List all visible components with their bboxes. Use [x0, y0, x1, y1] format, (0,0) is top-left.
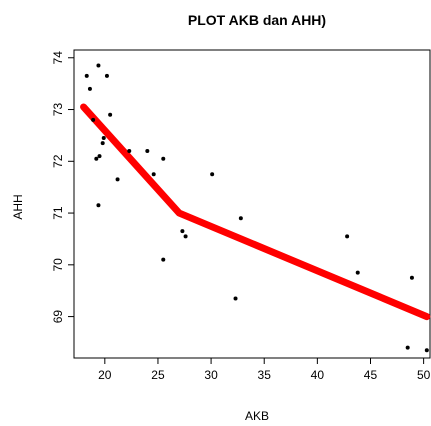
data-point	[161, 156, 166, 161]
data-point	[100, 141, 105, 146]
data-point	[127, 148, 132, 153]
y-axis-label: AHH	[11, 194, 25, 219]
fit-line	[80, 103, 431, 321]
y-axis: 69 70 71 72 73 74	[51, 51, 74, 323]
data-point	[104, 73, 109, 78]
x-axis: 20 25 30 35 40 45 50	[98, 358, 431, 382]
x-axis-label: AKB	[245, 409, 269, 423]
x-tick-label: 25	[151, 368, 165, 382]
data-point	[84, 73, 89, 78]
data-point	[91, 117, 96, 122]
data-point	[97, 154, 102, 159]
data-point	[151, 172, 156, 177]
y-tick-label: 71	[51, 206, 65, 220]
data-point	[94, 156, 99, 161]
data-point	[180, 229, 185, 234]
data-point	[108, 112, 113, 117]
data-point	[96, 203, 101, 208]
x-tick-label: 20	[98, 368, 112, 382]
x-tick-label: 45	[364, 368, 378, 382]
y-tick-label: 73	[51, 103, 65, 117]
y-tick-label: 74	[51, 51, 65, 65]
data-point	[145, 148, 150, 153]
data-point	[238, 216, 243, 221]
x-tick-label: 35	[258, 368, 272, 382]
data-point	[87, 86, 92, 91]
data-point	[233, 296, 238, 301]
data-point	[210, 172, 215, 177]
x-tick-label: 30	[204, 368, 218, 382]
data-point	[405, 345, 410, 350]
data-point	[409, 275, 414, 280]
data-point	[115, 177, 120, 182]
data-point	[355, 270, 360, 275]
data-point	[161, 257, 166, 262]
fit-line-layer	[80, 103, 431, 321]
plot-frame	[73, 49, 431, 359]
data-point	[96, 63, 101, 68]
x-tick-label: 40	[311, 368, 325, 382]
y-tick-label: 70	[51, 258, 65, 272]
points-layer	[84, 63, 429, 353]
data-point	[183, 234, 188, 239]
chart-title: PLOT AKB dan AHH)	[188, 12, 326, 28]
data-point	[345, 234, 350, 239]
data-point	[424, 348, 429, 353]
y-tick-label: 72	[51, 154, 65, 168]
y-tick-label: 69	[51, 310, 65, 324]
data-point	[101, 136, 106, 140]
x-tick-label: 50	[417, 368, 431, 382]
